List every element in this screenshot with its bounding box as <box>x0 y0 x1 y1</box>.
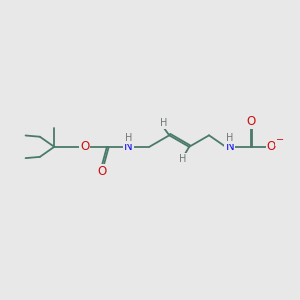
Text: H: H <box>160 118 167 128</box>
Text: −: − <box>276 135 284 146</box>
Text: H: H <box>179 154 187 164</box>
Text: H: H <box>226 133 233 143</box>
Text: O: O <box>97 164 106 178</box>
Text: H: H <box>125 133 132 143</box>
Text: O: O <box>267 140 276 153</box>
Text: N: N <box>225 140 234 153</box>
Text: O: O <box>80 140 89 153</box>
Text: N: N <box>124 140 133 153</box>
Text: O: O <box>246 116 255 128</box>
